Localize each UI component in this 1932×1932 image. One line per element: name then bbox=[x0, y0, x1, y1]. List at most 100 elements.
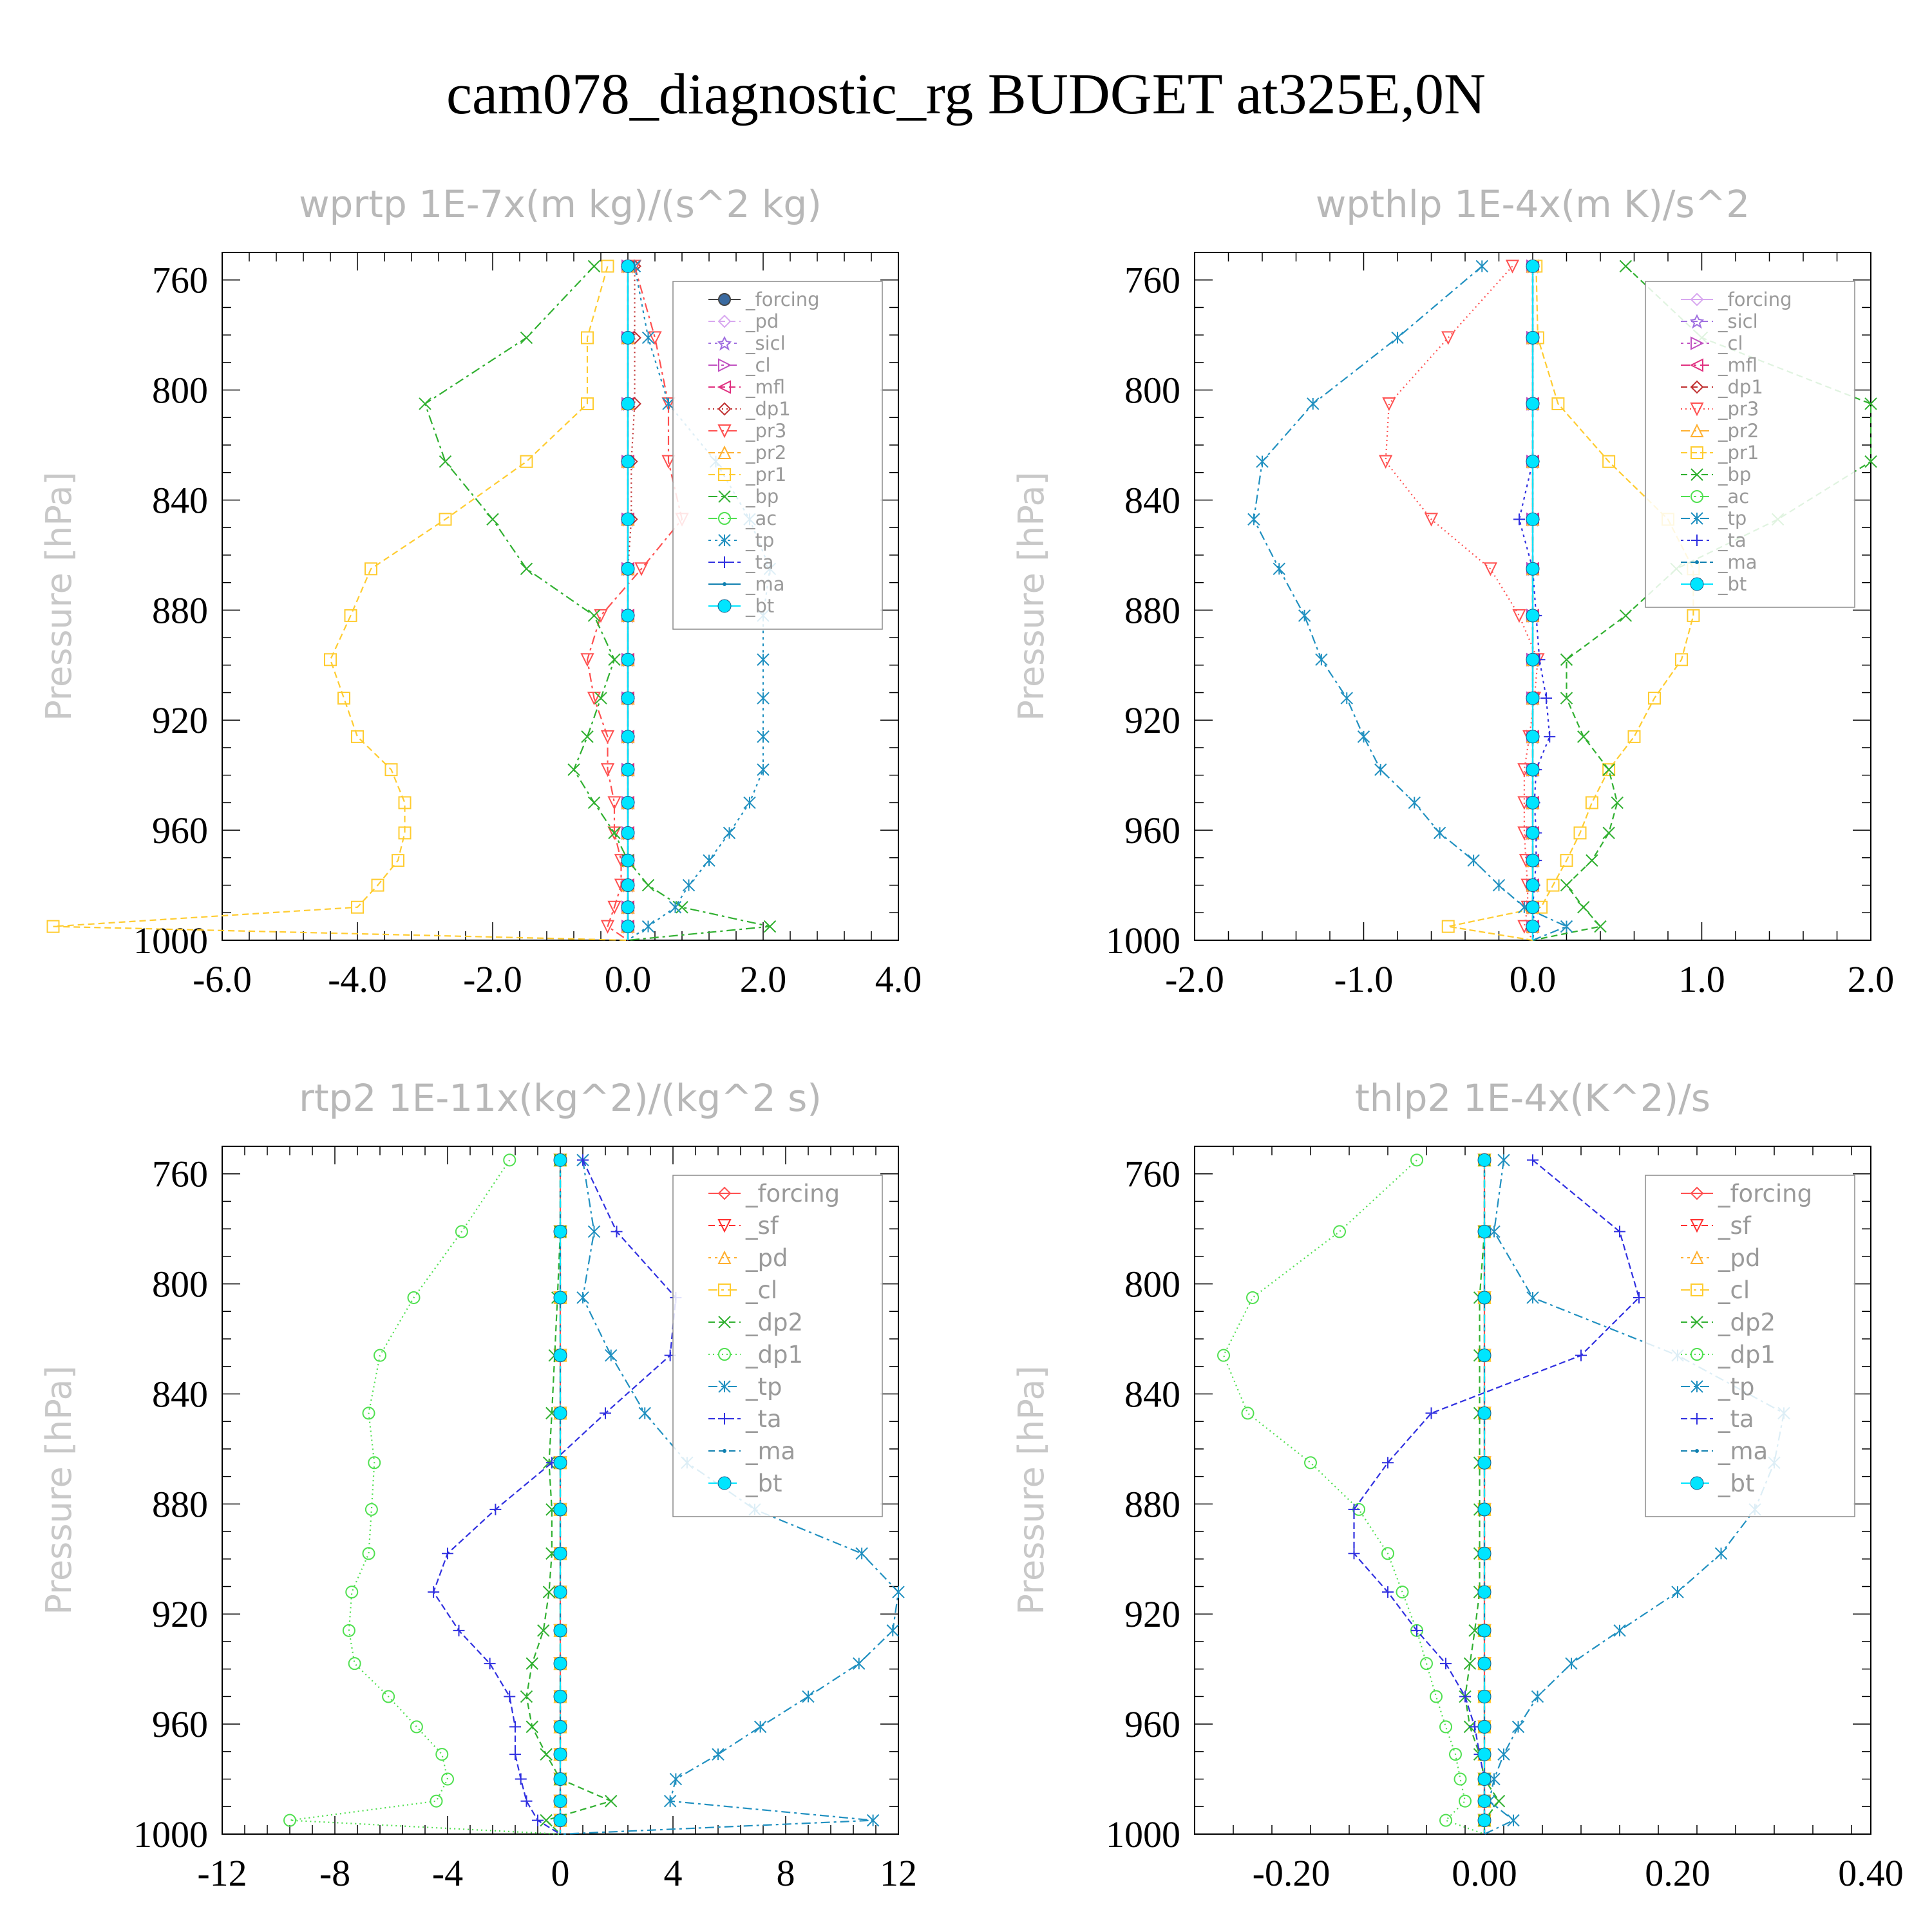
data-point_pr1 bbox=[1675, 653, 1688, 667]
data-point_ta bbox=[428, 1586, 440, 1598]
data-point_dp1 bbox=[1241, 1406, 1255, 1420]
legend-label: _dp2 bbox=[1718, 1309, 1776, 1336]
data-point_bt bbox=[1526, 795, 1540, 810]
legend-label: _cl bbox=[745, 1276, 777, 1304]
legend-box bbox=[1645, 281, 1855, 608]
legend-marker bbox=[717, 599, 732, 613]
data-point_dp1 bbox=[1439, 1814, 1452, 1827]
data-point_dp1 bbox=[430, 1794, 443, 1808]
series-line_tp bbox=[1253, 265, 1569, 942]
data-point_pr1 bbox=[384, 763, 398, 777]
data-point_dp1 bbox=[368, 1456, 381, 1470]
legend-marker bbox=[717, 336, 732, 351]
legend: _forcing _sf _pd _cl _dp2 _dp1 _tp _ta _ma _bt bbox=[672, 1175, 883, 1517]
legend-marker bbox=[1690, 1380, 1703, 1393]
legend: _forcing_pd_sicl_cl_mfl_dp1_pr3_pr2_pr1_… bbox=[672, 281, 883, 630]
data-point_bt bbox=[553, 1224, 567, 1238]
data-point_bt bbox=[1477, 1794, 1492, 1808]
data-point_bt bbox=[621, 691, 635, 705]
y-axis-title: Pressure [hPa] bbox=[39, 471, 79, 721]
legend-marker bbox=[1695, 560, 1699, 564]
wpthlp-panel: wpthlp 1E-4x(m K)/s^2 Pressure [hPa] 760 80… bbox=[1011, 182, 1894, 1000]
legend-label: _sf bbox=[1718, 1212, 1752, 1240]
legend-label: _bt bbox=[745, 595, 774, 617]
data-point_bt bbox=[553, 1153, 567, 1167]
data-point_tp bbox=[757, 730, 770, 743]
legend-label: _dp1 bbox=[745, 398, 791, 420]
y-tick-label: 920 bbox=[152, 1593, 208, 1635]
data-point_pr1 bbox=[351, 730, 364, 743]
data-point_dp2 bbox=[542, 1586, 556, 1598]
data-point_tp bbox=[1256, 455, 1269, 468]
data-point_bp bbox=[587, 260, 601, 273]
data-point_bt bbox=[1477, 1502, 1492, 1517]
data-point_pr3 bbox=[661, 455, 676, 469]
series-line_ta bbox=[432, 1159, 677, 1835]
data-point_dp2 bbox=[540, 1814, 553, 1827]
y-tick-label: 1000 bbox=[133, 1814, 208, 1855]
data-point_tp bbox=[1408, 796, 1421, 810]
data-point_pr1 bbox=[46, 920, 60, 933]
data-point_dp1 bbox=[503, 1153, 516, 1167]
data-point_tp bbox=[757, 692, 770, 705]
data-point_dp2 bbox=[1492, 1795, 1506, 1808]
legend-label: _forcing bbox=[1718, 289, 1792, 310]
series-line_bp bbox=[424, 265, 770, 942]
data-point_bp bbox=[1619, 609, 1633, 622]
legend-label: _cl bbox=[1718, 332, 1743, 354]
data-point_ta bbox=[1459, 1690, 1471, 1703]
data-point_dp1 bbox=[435, 1748, 449, 1761]
legend-marker bbox=[1690, 1250, 1704, 1264]
legend-label: _ta bbox=[745, 1405, 782, 1433]
data-point_tp bbox=[753, 1720, 767, 1734]
legend-label: _ma bbox=[745, 573, 785, 595]
data-point_tp bbox=[855, 1547, 868, 1560]
legend: _forcing_sicl_cl_mfl_dp1_pr3_pr2_pr1_bp_… bbox=[1645, 281, 1855, 608]
series-line_dp2 bbox=[526, 1160, 614, 1835]
series-line_pr1 bbox=[53, 266, 629, 942]
data-point_pr3 bbox=[1512, 609, 1526, 623]
x-tick-label: -6.0 bbox=[193, 958, 252, 1000]
y-tick-label: 1000 bbox=[1106, 1814, 1180, 1855]
data-point_bp bbox=[587, 796, 601, 810]
legend-marker bbox=[1690, 512, 1703, 525]
data-point_pr3 bbox=[1483, 562, 1497, 576]
data-point_dp1 bbox=[365, 1502, 378, 1516]
data-point_pr1 bbox=[392, 854, 404, 867]
legend-marker bbox=[717, 445, 732, 459]
data-point_dp1 bbox=[345, 1586, 359, 1599]
data-point_tp bbox=[1374, 763, 1387, 776]
data-point_tp bbox=[757, 653, 770, 666]
legend-marker bbox=[1690, 1283, 1703, 1296]
data-point_bp bbox=[1560, 692, 1573, 705]
panel-title: wpthlp 1E-4x(m K)/s^2 bbox=[1316, 182, 1750, 226]
data-point_pr3 bbox=[600, 730, 615, 744]
data-point_bp bbox=[641, 878, 655, 892]
x-tick-label: -2.0 bbox=[1165, 958, 1224, 1000]
data-point_dp1 bbox=[1381, 1547, 1394, 1560]
legend-label: _pd bbox=[745, 310, 779, 332]
legend-marker bbox=[1690, 446, 1703, 459]
legend-marker bbox=[718, 1283, 731, 1296]
x-tick-label: 0.0 bbox=[605, 958, 652, 1000]
data-point_bt bbox=[621, 730, 635, 744]
data-point_dp1 bbox=[1459, 1794, 1472, 1808]
data-point_tp bbox=[1497, 1748, 1510, 1761]
data-point_tp bbox=[743, 796, 756, 810]
data-point_tp bbox=[605, 1349, 618, 1362]
data-point_dp1 bbox=[283, 1814, 296, 1827]
data-point_bt bbox=[553, 1772, 567, 1786]
data-point_tp bbox=[587, 1225, 601, 1238]
data-point_ta bbox=[1382, 1586, 1394, 1598]
data-point_dp2 bbox=[605, 1795, 618, 1808]
x-tick-label: -4.0 bbox=[328, 958, 387, 1000]
data-point_bp bbox=[1577, 730, 1590, 743]
legend-label: _tp bbox=[745, 529, 774, 551]
data-point_dp1 bbox=[1454, 1772, 1467, 1786]
data-point_ta bbox=[532, 1814, 544, 1826]
page-title: cam078_diagnostic_rg BUDGET at325E,0N bbox=[446, 62, 1486, 126]
data-point_bp bbox=[1602, 826, 1615, 840]
legend-label: _forcing bbox=[1718, 1180, 1812, 1208]
data-point_bt bbox=[1526, 652, 1540, 667]
data-point_bp bbox=[520, 331, 533, 345]
